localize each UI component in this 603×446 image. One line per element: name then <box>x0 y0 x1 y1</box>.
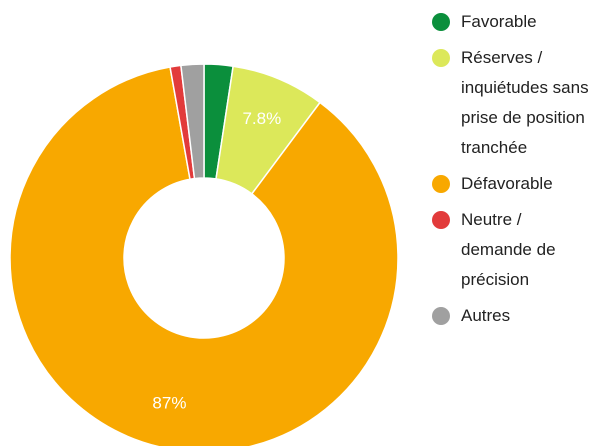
slice <box>180 63 205 180</box>
legend-marker <box>432 13 450 31</box>
legend: Favorable Réserves / inquiétudes sans pri… <box>432 7 597 337</box>
donut-area: 7.8% 87% <box>9 63 399 446</box>
legend-label: Favorable <box>461 12 537 31</box>
legend-marker <box>432 211 450 229</box>
legend-marker <box>432 175 450 193</box>
legend-label: Défavorable <box>461 174 553 193</box>
legend-item: Autres <box>432 301 597 331</box>
legend-label: Réserves / inquiétudes sans prise de pos… <box>461 48 589 157</box>
value-label: 87% <box>152 393 186 412</box>
value-label: 7.8% <box>242 109 281 128</box>
legend-item: Favorable <box>432 7 597 37</box>
legend-label: Autres <box>461 306 511 325</box>
slice <box>9 66 399 446</box>
legend-item: Réserves / inquiétudes sans prise de pos… <box>432 43 597 163</box>
legend-marker <box>432 49 450 67</box>
legend-marker <box>432 307 450 325</box>
legend-label: Neutre / demande de précision <box>461 210 556 289</box>
legend-item: Défavorable <box>432 169 597 199</box>
legend-item: Neutre / demande de précision <box>432 205 597 295</box>
